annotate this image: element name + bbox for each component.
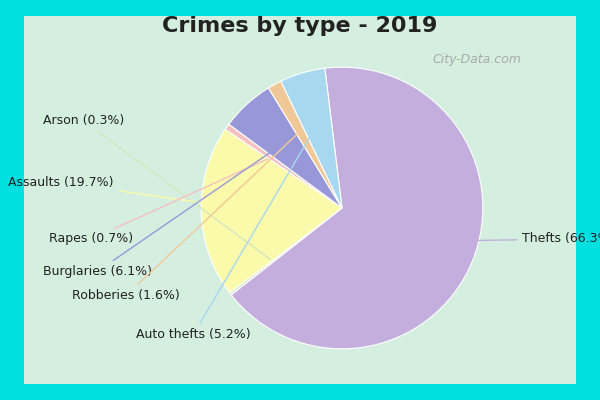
Text: Rapes (0.7%): Rapes (0.7%) <box>49 159 268 246</box>
Wedge shape <box>281 68 342 208</box>
Wedge shape <box>268 81 342 208</box>
Wedge shape <box>231 67 483 349</box>
Text: Auto thefts (5.2%): Auto thefts (5.2%) <box>136 127 316 341</box>
Text: Arson (0.3%): Arson (0.3%) <box>43 114 271 260</box>
Text: Robberies (1.6%): Robberies (1.6%) <box>73 133 298 302</box>
Text: Crimes by type - 2019: Crimes by type - 2019 <box>163 16 437 36</box>
Text: Thefts (66.3%): Thefts (66.3%) <box>425 232 600 246</box>
Text: Burglaries (6.1%): Burglaries (6.1%) <box>43 145 281 278</box>
Wedge shape <box>201 129 342 293</box>
Wedge shape <box>230 208 342 295</box>
Wedge shape <box>225 124 342 208</box>
Text: City-Data.com: City-Data.com <box>432 54 521 66</box>
Wedge shape <box>229 88 342 208</box>
Text: Assaults (19.7%): Assaults (19.7%) <box>8 176 252 210</box>
